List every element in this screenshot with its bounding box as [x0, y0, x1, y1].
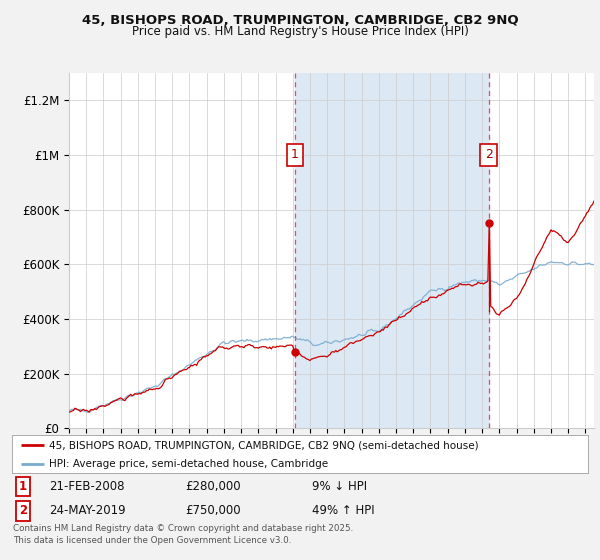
Text: 1: 1	[291, 148, 299, 161]
Text: £280,000: £280,000	[185, 480, 241, 493]
Text: 9% ↓ HPI: 9% ↓ HPI	[311, 480, 367, 493]
Text: Price paid vs. HM Land Registry's House Price Index (HPI): Price paid vs. HM Land Registry's House …	[131, 25, 469, 38]
Text: 21-FEB-2008: 21-FEB-2008	[49, 480, 125, 493]
Text: £750,000: £750,000	[185, 504, 241, 517]
Text: 1: 1	[19, 480, 27, 493]
Text: 49% ↑ HPI: 49% ↑ HPI	[311, 504, 374, 517]
Text: 24-MAY-2019: 24-MAY-2019	[49, 504, 126, 517]
Bar	[295, 73, 488, 428]
Text: 45, BISHOPS ROAD, TRUMPINGTON, CAMBRIDGE, CB2 9NQ (semi-detached house): 45, BISHOPS ROAD, TRUMPINGTON, CAMBRIDGE…	[49, 440, 479, 450]
Text: 45, BISHOPS ROAD, TRUMPINGTON, CAMBRIDGE, CB2 9NQ: 45, BISHOPS ROAD, TRUMPINGTON, CAMBRIDGE…	[82, 14, 518, 27]
Text: HPI: Average price, semi-detached house, Cambridge: HPI: Average price, semi-detached house,…	[49, 459, 329, 469]
Text: Contains HM Land Registry data © Crown copyright and database right 2025.
This d: Contains HM Land Registry data © Crown c…	[13, 524, 353, 545]
Text: 2: 2	[19, 504, 27, 517]
Text: 2: 2	[485, 148, 493, 161]
